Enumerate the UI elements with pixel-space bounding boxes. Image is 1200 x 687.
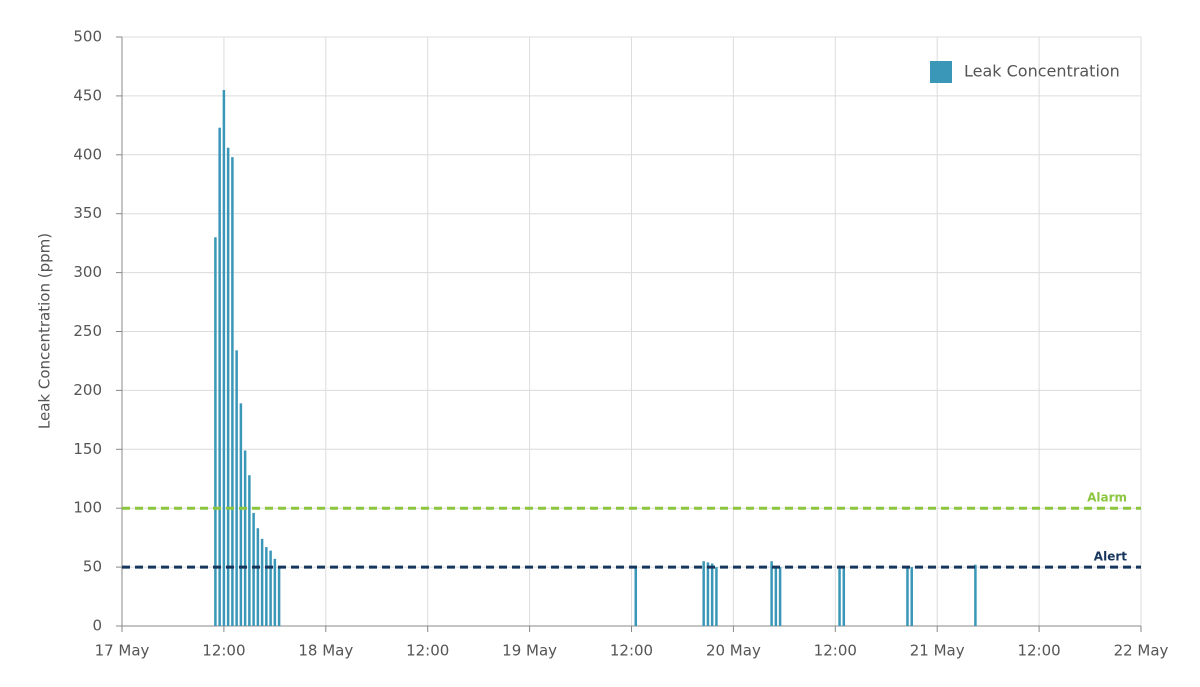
threshold-label: Alert (1094, 550, 1127, 564)
bar (906, 567, 909, 626)
x-tick-label: 19 May (502, 642, 557, 660)
bar (248, 475, 251, 626)
x-tick-label: 12:00 (202, 642, 245, 660)
bar (974, 564, 977, 626)
bar (277, 567, 281, 626)
bar (239, 403, 243, 626)
y-tick-label: 400 (73, 145, 102, 163)
bar (269, 550, 272, 626)
threshold-label: Alarm (1087, 491, 1127, 505)
x-tick-label: 22 May (1114, 642, 1169, 660)
bar (842, 567, 846, 626)
bar (214, 237, 217, 626)
bar (226, 147, 230, 626)
bar (273, 558, 277, 626)
bar (634, 567, 637, 626)
y-tick-label: 500 (73, 28, 102, 46)
legend-swatch (930, 61, 952, 83)
x-tick-label: 17 May (95, 642, 150, 660)
bar (231, 157, 234, 626)
y-tick-label: 100 (73, 499, 102, 517)
bar (256, 528, 260, 626)
bar (265, 547, 268, 626)
bar (235, 350, 238, 626)
y-tick-label: 0 (92, 617, 102, 635)
x-tick-label: 12:00 (1017, 642, 1060, 660)
bar (702, 561, 705, 626)
bar (218, 127, 221, 627)
y-axis-label: Leak Concentration (ppm) (36, 233, 54, 429)
y-tick-label: 200 (73, 381, 102, 399)
bar (770, 561, 773, 626)
bar (910, 567, 913, 626)
x-tick-label: 12:00 (814, 642, 857, 660)
bar (252, 512, 255, 626)
bar (706, 562, 710, 626)
legend-label: Leak Concentration (964, 62, 1120, 81)
x-tick-label: 12:00 (610, 642, 653, 660)
bar (778, 567, 782, 626)
y-tick-label: 450 (73, 86, 102, 104)
bar (774, 567, 778, 626)
bar (710, 563, 714, 626)
y-tick-label: 50 (83, 558, 102, 576)
bar (260, 538, 264, 626)
bar (715, 567, 718, 626)
x-tick-label: 21 May (910, 642, 965, 660)
x-tick-label: 18 May (298, 642, 353, 660)
x-tick-label: 12:00 (406, 642, 449, 660)
bar (838, 567, 841, 626)
y-tick-label: 300 (73, 263, 102, 281)
y-tick-label: 350 (73, 204, 102, 222)
bar (222, 90, 226, 626)
bar (243, 450, 247, 626)
y-tick-label: 250 (73, 322, 102, 340)
y-tick-label: 150 (73, 440, 102, 458)
x-tick-label: 20 May (706, 642, 761, 660)
